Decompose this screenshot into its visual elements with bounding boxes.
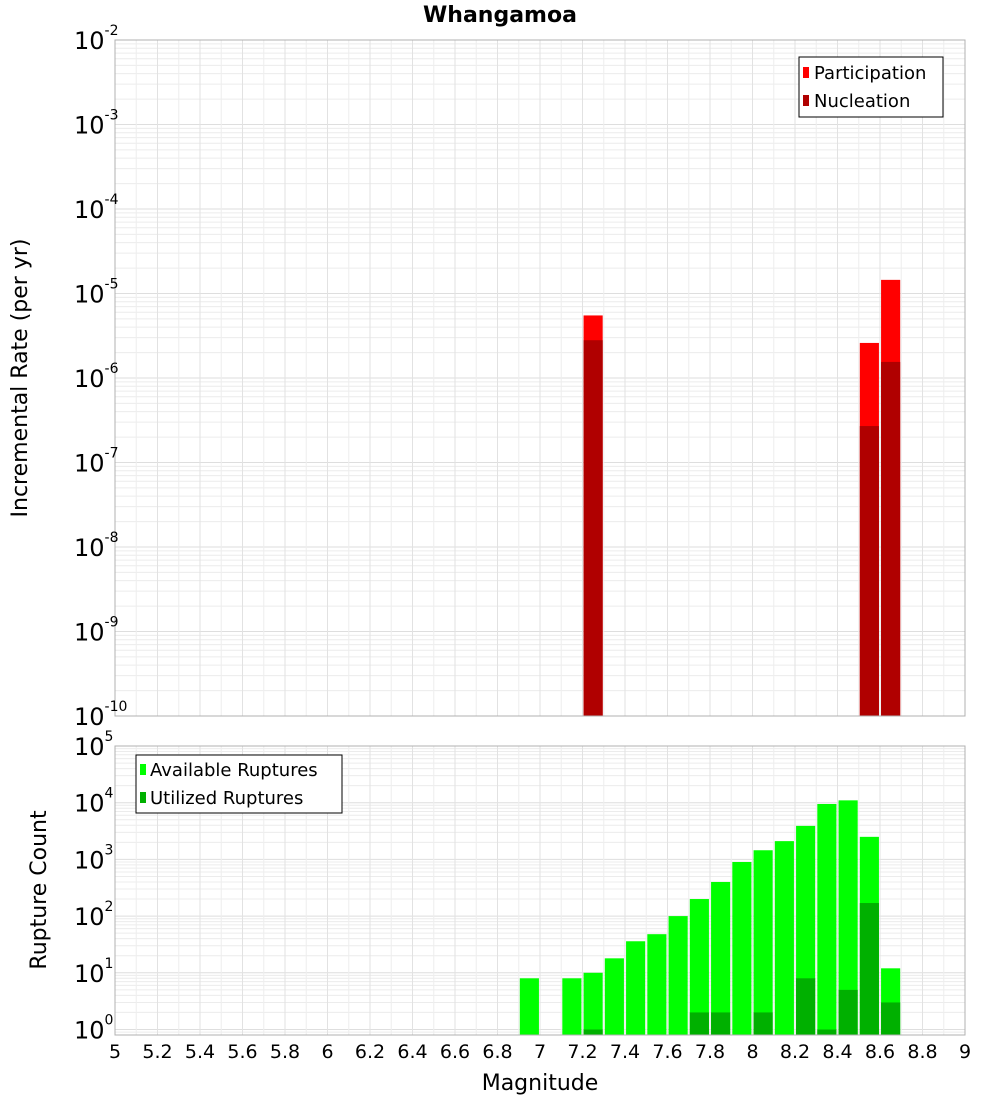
count-legend: Available Ruptures Utilized Ruptures [135,754,343,814]
y-tick-label: 103 [74,842,113,874]
x-tick-label: 6.2 [355,1041,385,1063]
available-ruptures-bar [583,972,603,1035]
rate-legend-box [798,56,944,118]
available-legend-swatch [140,764,146,775]
available-ruptures-bar [519,978,539,1035]
utilized-legend-swatch [140,792,146,803]
utilized-ruptures-bar [796,978,816,1035]
count-legend-box [135,754,343,814]
x-tick-label: 8 [746,1041,758,1063]
y-tick-label: 10-5 [74,277,119,309]
participation-legend-label: Participation [814,63,926,84]
available-ruptures-bar [711,881,731,1035]
available-ruptures-bar [732,861,752,1035]
y-tick-label: 10-9 [74,615,119,647]
x-tick-label: 8.2 [780,1041,810,1063]
nucleation-bar [583,340,603,716]
y-tick-label: 10-6 [74,361,119,393]
utilized-ruptures-bar [583,1029,603,1035]
available-ruptures-bar [753,850,773,1035]
utilized-legend-label: Utilized Ruptures [150,788,303,809]
x-tick-label: 5.6 [227,1041,257,1063]
available-ruptures-bar [689,899,709,1035]
rate-bars [583,279,901,716]
available-ruptures-bar [604,958,624,1035]
magnitude-x-ticks: 5 5.2 5.4 5.6 5.8 6 6.2 6.4 6.6 6.8 7 7.2 7.4 7.6 7.8 8… [109,1041,971,1063]
y-tick-label: 10-8 [74,530,119,562]
x-tick-label: 7 [534,1041,546,1063]
x-tick-label: 6 [321,1041,333,1063]
available-ruptures-bar [626,941,646,1035]
nucleation-bar [881,361,901,716]
utilized-ruptures-bar [859,903,879,1035]
y-tick-label: 104 [74,786,114,818]
x-tick-label: 8.8 [907,1041,937,1063]
y-tick-label: 10-4 [74,192,119,224]
x-tick-label: 7.8 [695,1041,725,1063]
y-tick-label: 101 [74,956,113,988]
y-tick-label: 10-2 [74,23,119,55]
available-ruptures-bar [647,934,667,1035]
nucleation-legend-swatch [803,95,809,106]
x-tick-label: 6.6 [440,1041,470,1063]
y-tick-label: 105 [74,729,113,761]
rate-legend: Participation Nucleation [798,56,944,118]
nucleation-bar [859,426,879,716]
x-tick-label: 7.6 [652,1041,682,1063]
chart-title: Whangamoa [423,3,577,28]
rate-y-axis-label: Incremental Rate (per yr) [8,239,33,518]
count-bars [519,800,901,1035]
x-tick-label: 7.4 [610,1041,640,1063]
x-tick-label: 6.4 [397,1041,427,1063]
rate-panel: 10-10 10-9 10-8 10-7 10-6 10-5 10-4 10-3 10-2 In… [8,23,966,731]
x-tick-label: 5.8 [270,1041,300,1063]
rate-plot-frame [114,39,966,717]
available-ruptures-bar [817,803,837,1035]
participation-legend-swatch [803,67,809,78]
count-plot-frame [114,745,966,1036]
y-tick-label: 10-3 [74,108,119,140]
x-tick-label: 5.4 [185,1041,215,1063]
available-ruptures-bar [668,916,688,1035]
y-tick-label: 10-7 [74,446,119,478]
nucleation-legend-label: Nucleation [814,91,910,112]
y-tick-label: 100 [74,1013,113,1045]
utilized-ruptures-bar [881,1002,901,1035]
x-tick-label: 9 [959,1041,971,1063]
count-y-axis-label: Rupture Count [27,810,52,970]
x-tick-label: 5.2 [142,1041,172,1063]
rate-y-ticks: 10-10 10-9 10-8 10-7 10-6 10-5 10-4 10-3 10-2 [74,23,127,731]
x-tick-label: 5 [109,1041,121,1063]
available-ruptures-bar [838,800,858,1035]
count-panel: 100 101 102 103 104 105 5 5.2 5.4 5.6 5.8 6 6.2 6.4 6… [27,729,971,1096]
count-y-ticks: 100 101 102 103 104 105 [74,729,114,1045]
x-tick-label: 8.4 [822,1041,852,1063]
x-tick-label: 8.6 [865,1041,895,1063]
y-tick-label: 102 [74,899,113,931]
available-ruptures-bar [562,978,582,1035]
available-legend-label: Available Ruptures [150,760,318,781]
x-tick-label: 6.8 [482,1041,512,1063]
utilized-ruptures-bar [689,1012,709,1035]
y-tick-label: 10-10 [74,699,127,731]
utilized-ruptures-bar [838,989,858,1035]
x-tick-label: 7.2 [567,1041,597,1063]
available-ruptures-bar [774,841,794,1035]
magnitude-x-axis-label: Magnitude [482,1071,599,1096]
utilized-ruptures-bar [711,1012,731,1035]
rate-grid [114,40,966,717]
utilized-ruptures-bar [753,1012,773,1035]
utilized-ruptures-bar [817,1029,837,1035]
